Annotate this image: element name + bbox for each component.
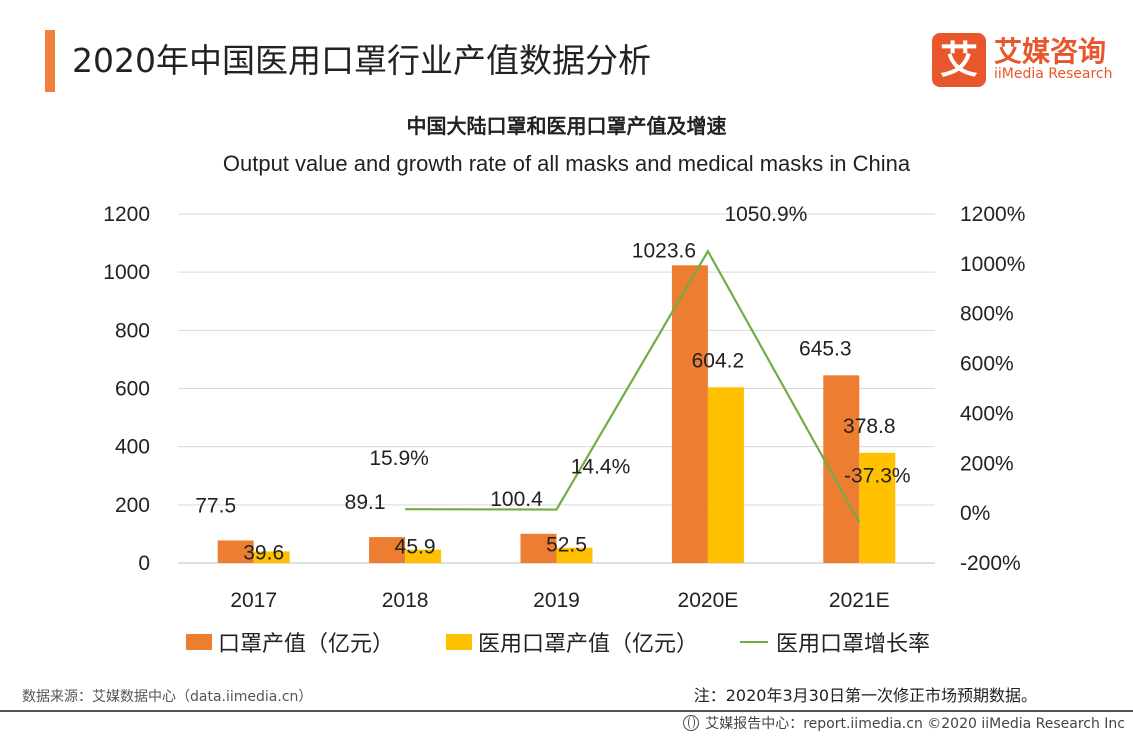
data-label-medical: 45.9: [395, 536, 436, 559]
y2-tick-label: 0%: [960, 502, 990, 525]
logo-mark-icon: 艾: [932, 33, 986, 87]
y-tick-label: 800: [115, 319, 150, 342]
x-tick-label: 2020E: [678, 589, 739, 612]
y-tick-label: 1000: [103, 261, 150, 284]
title-accent-bar: [45, 30, 55, 92]
y2-tick-label: 200%: [960, 452, 1014, 475]
x-tick-label: 2021E: [829, 589, 890, 612]
legend-swatch-growth: [740, 641, 768, 643]
bar-medical: [859, 452, 896, 563]
footnote: 注：2020年3月30日第一次修正市场预期数据。: [693, 686, 1037, 705]
page-title: 2020年中国医用口罩行业产值数据分析: [72, 41, 651, 80]
x-tick-label: 2019: [533, 589, 580, 612]
y2-tick-label: 1000%: [960, 253, 1025, 276]
brand-logo: 艾 艾媒咨询 iiMedia Research: [932, 30, 1122, 90]
data-label-medical: 604.2: [692, 349, 745, 372]
bar-medical: [556, 547, 593, 563]
legend-swatch-medical: [446, 634, 472, 650]
y-tick-label: 400: [115, 436, 150, 459]
y2-tick-label: -200%: [960, 552, 1021, 575]
footer-divider: [0, 710, 1133, 712]
growth-line: [405, 248, 861, 523]
data-label-growth: -37.3%: [844, 464, 911, 487]
x-tick-label: 2018: [382, 589, 429, 612]
data-label-growth: 1050.9%: [724, 203, 807, 226]
data-label-medical: 39.6: [243, 541, 284, 564]
chart-subtitle: Output value and growth rate of all mask…: [222, 151, 911, 176]
chart-title: 中国大陆口罩和医用口罩产值及增速: [406, 114, 727, 138]
data-label-medical: 378.8: [843, 415, 896, 438]
bar-masks: [671, 265, 708, 563]
data-label-masks: 77.5: [195, 494, 236, 517]
logo-text-cn: 艾媒咨询: [994, 35, 1107, 68]
data-label-masks: 1023.6: [632, 239, 696, 262]
y2-tick-label: 800%: [960, 303, 1014, 326]
data-label-masks: 645.3: [799, 337, 852, 360]
footer-credit: 艾媒报告中心：report.iimedia.cn ©2020 iiMedia R…: [683, 713, 1125, 733]
bar-masks: [217, 540, 254, 563]
y-tick-label: 200: [115, 494, 150, 517]
bar-masks: [520, 533, 557, 563]
y-tick-label: 0: [138, 552, 150, 575]
legend-label-medical: 医用口罩产值（亿元）: [478, 632, 699, 657]
data-source: 数据来源：艾媒数据中心（data.iimedia.cn）: [22, 689, 313, 705]
data-label-growth: 14.4%: [571, 456, 631, 479]
globe-icon: [683, 715, 700, 731]
legend-label-growth: 医用口罩增长率: [776, 632, 931, 657]
y-tick-label: 1200: [103, 203, 150, 226]
data-label-masks: 89.1: [345, 491, 386, 514]
legend: 口罩产值（亿元） 医用口罩产值（亿元） 医用口罩增长率: [0, 626, 1133, 660]
data-label-medical: 52.5: [546, 534, 587, 557]
x-tick-label: 2017: [230, 589, 277, 612]
footer-credit-text: 艾媒报告中心：report.iimedia.cn ©2020 iiMedia R…: [705, 716, 1125, 732]
legend-item-growth: 医用口罩增长率: [740, 626, 930, 658]
bar-medical: [405, 549, 442, 563]
y2-tick-label: 600%: [960, 353, 1014, 376]
y2-tick-label: 1200%: [960, 203, 1025, 226]
y2-tick-label: 400%: [960, 402, 1014, 425]
bar-masks: [369, 537, 406, 563]
legend-item-medical: 医用口罩产值（亿元）: [446, 626, 698, 658]
legend-item-masks: 口罩产值（亿元）: [186, 626, 394, 658]
y-tick-label: 600: [115, 378, 150, 401]
bar-medical: [707, 387, 744, 563]
bar-medical: [253, 551, 290, 563]
data-label-growth: 15.9%: [369, 447, 429, 470]
legend-label-masks: 口罩产值（亿元）: [218, 632, 395, 657]
logo-text-en: iiMedia Research: [994, 66, 1113, 82]
legend-swatch-masks: [186, 634, 212, 650]
data-label-masks: 100.4: [490, 488, 543, 511]
